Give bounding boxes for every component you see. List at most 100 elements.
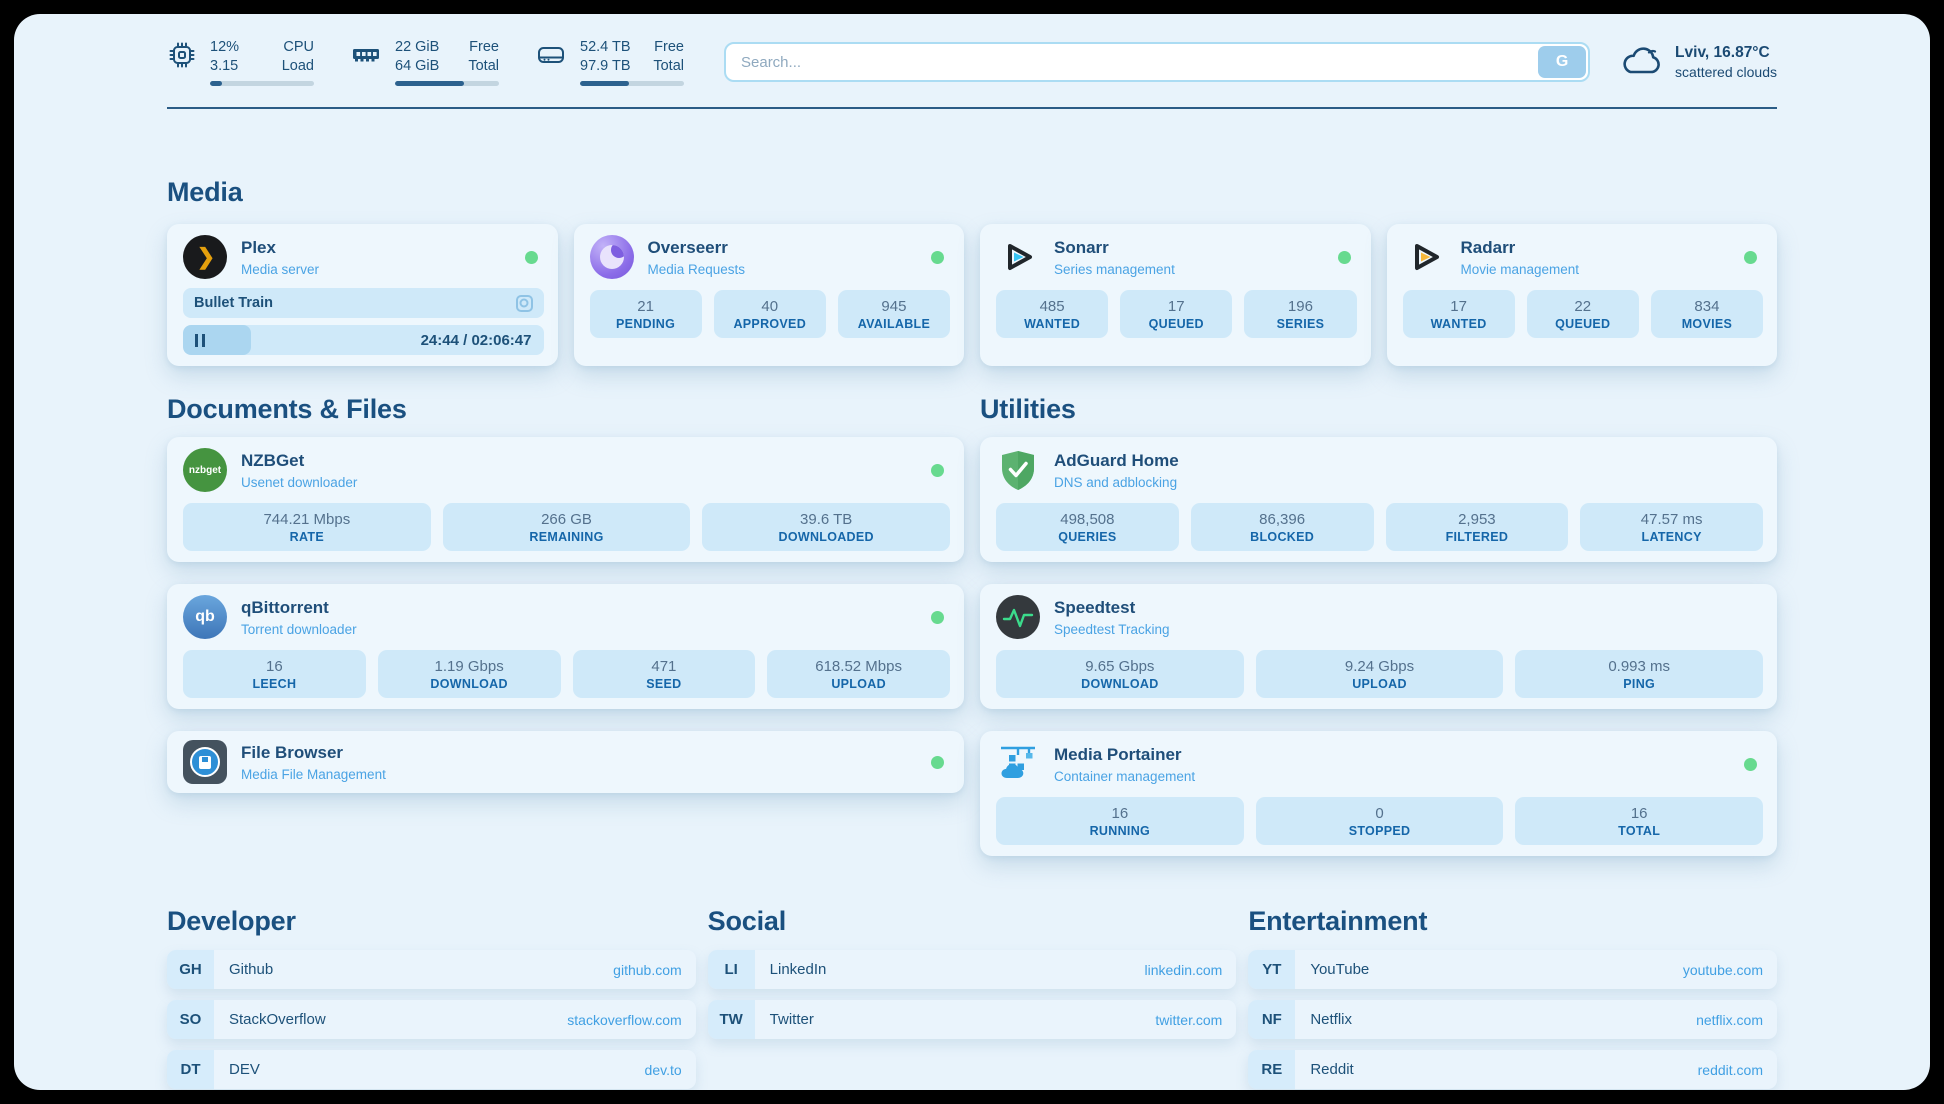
stat-queued: 22 QUEUED <box>1526 290 1639 338</box>
app-description: Media Requests <box>647 261 746 277</box>
status-dot <box>931 755 944 769</box>
section-media: Media ❯ Plex Media server Bullet Train <box>167 177 1777 366</box>
portainer-icon <box>996 742 1040 786</box>
search-engine-button[interactable]: G <box>1538 46 1587 78</box>
weather-location-temp: Lviv, 16.87°C <box>1675 44 1770 61</box>
app-card-sonarr[interactable]: Sonarr Series management 485 WANTED 17 QUE… <box>980 224 1371 366</box>
link-netflix[interactable]: NF Netflix netflix.com <box>1248 1000 1777 1039</box>
app-title: Speedtest <box>1054 597 1136 617</box>
ram-free: 22 GiB <box>395 39 440 55</box>
app-title: File Browser <box>241 742 344 762</box>
ram-total: 64 GiB <box>395 58 440 74</box>
system-stats: 12% CPU 3.15 Load 22 GiB Free 64 GiB Total <box>167 38 684 86</box>
disk-progress-bar <box>580 81 684 86</box>
stat-latency: 47.57 ms LATENCY <box>1580 503 1763 551</box>
link-twitter[interactable]: TW Twitter twitter.com <box>707 1000 1237 1039</box>
status-dot <box>931 610 944 624</box>
app-title: AdGuard Home <box>1054 450 1179 470</box>
app-description: Series management <box>1054 261 1175 277</box>
stat-available: 945 AVAILABLE <box>837 290 951 338</box>
stat-ping: 0.993 ms PING <box>1515 650 1764 698</box>
stat-remaining: 266 GB REMAINING <box>442 503 691 551</box>
stat-stopped: 0 STOPPED <box>1255 797 1504 845</box>
stat-leech: 16 LEECH <box>183 650 366 698</box>
section-title-documents: Documents & Files <box>167 394 407 424</box>
weather-widget: Lviv, 16.87°C scattered clouds <box>1620 43 1777 82</box>
link-reddit[interactable]: RE Reddit reddit.com <box>1248 1050 1777 1089</box>
header-divider <box>167 107 1777 109</box>
link-github[interactable]: GH Github github.com <box>167 950 696 989</box>
stat-pending: 21 PENDING <box>589 290 702 338</box>
app-description: Usenet downloader <box>241 474 358 490</box>
app-card-plex[interactable]: ❯ Plex Media server Bullet Train <box>167 224 558 366</box>
status-dot <box>1337 250 1351 264</box>
stat-running: 16 RUNNING <box>996 797 1244 845</box>
app-card-qbittorrent[interactable]: qb qBittorrent Torrent downloader 16 LEEC… <box>167 584 964 709</box>
radarr-icon <box>1403 235 1447 279</box>
app-card-speedtest[interactable]: Speedtest Speedtest Tracking 9.65 Gbps DO… <box>980 584 1777 709</box>
app-description: Media File Management <box>241 766 386 782</box>
app-card-filebrowser[interactable]: File Browser Media File Management <box>167 731 964 793</box>
status-dot <box>1744 757 1757 771</box>
search-input[interactable] <box>724 42 1591 82</box>
disk-label-2: Total <box>653 58 684 74</box>
app-title: Overseerr <box>647 237 728 257</box>
pause-icon[interactable] <box>195 333 205 347</box>
stat-series: 196 SERIES <box>1244 290 1357 338</box>
section-title-entertainment: Entertainment <box>1248 906 1428 936</box>
app-description: DNS and adblocking <box>1054 474 1178 490</box>
app-title: qBittorrent <box>241 597 329 617</box>
sonarr-icon <box>996 235 1040 279</box>
app-card-radarr[interactable]: Radarr Movie management 17 WANTED 22 QUEUE… <box>1386 224 1777 366</box>
stat-upload: 9.24 Gbps UPLOAD <box>1255 650 1504 698</box>
disk-icon <box>535 40 567 75</box>
stat-download: 1.19 Gbps DOWNLOAD <box>377 650 561 698</box>
app-description: Speedtest Tracking <box>1054 621 1170 637</box>
stat-rate: 744.21 Mbps RATE <box>183 503 431 551</box>
qbittorrent-icon: qb <box>183 595 227 639</box>
stat-downloaded: 39.6 TB DOWNLOADED <box>702 503 951 551</box>
app-description: Movie management <box>1460 261 1580 277</box>
stat-wanted: 485 WANTED <box>996 290 1109 338</box>
link-stackoverflow[interactable]: SO StackOverflow stackoverflow.com <box>167 1000 696 1039</box>
cloud-icon <box>1620 43 1662 82</box>
stat-upload: 618.52 Mbps UPLOAD <box>767 650 950 698</box>
cpu-load: 3.15 <box>210 58 239 74</box>
stat-filtered: 2,953 FILTERED <box>1385 503 1569 551</box>
section-developer: Developer GH Github github.com SO StackOver… <box>167 906 696 1089</box>
search-bar: G <box>724 42 1591 82</box>
app-card-portainer[interactable]: Media Portainer Container management 16 R… <box>980 731 1777 856</box>
playback-time: 24:44 / 02:06:47 <box>420 331 532 349</box>
section-documents: Documents & Files nzbget NZBGet Usenet d… <box>167 394 964 793</box>
status-dot <box>931 463 944 477</box>
stat-movies: 834 MOVIES <box>1650 290 1764 338</box>
cast-icon[interactable] <box>515 294 533 312</box>
status-dot <box>931 250 944 264</box>
link-linkedin[interactable]: LI LinkedIn linkedin.com <box>707 950 1237 989</box>
status-dot <box>1744 250 1757 264</box>
ram-label-2: Total <box>468 58 499 74</box>
cpu-stat: 12% CPU 3.15 Load <box>167 38 314 86</box>
app-title: Media Portainer <box>1054 744 1182 764</box>
filebrowser-icon <box>183 740 227 784</box>
app-card-overseerr[interactable]: Overseerr Media Requests 21 PENDING 40 APP… <box>573 224 964 366</box>
section-entertainment: Entertainment YT YouTube youtube.com NF Net… <box>1248 906 1777 1089</box>
app-description: Container management <box>1054 768 1196 784</box>
now-playing-row: Bullet Train <box>183 288 544 318</box>
section-title-utilities: Utilities <box>980 394 1076 424</box>
app-card-nzbget[interactable]: nzbget NZBGet Usenet downloader 744.21 M… <box>167 437 964 562</box>
memory-stat: 22 GiB Free 64 GiB Total <box>350 38 499 86</box>
weather-condition: scattered clouds <box>1675 64 1777 80</box>
link-youtube[interactable]: YT YouTube youtube.com <box>1248 950 1777 989</box>
app-card-adguard[interactable]: AdGuard Home DNS and adblocking 498,508 Q… <box>980 437 1777 562</box>
status-dot <box>524 250 538 264</box>
app-title: Radarr <box>1460 237 1516 257</box>
ram-progress-bar <box>395 81 499 86</box>
section-title-social: Social <box>707 906 787 936</box>
ram-icon <box>350 40 382 75</box>
playback-progress-bar[interactable]: 24:44 / 02:06:47 <box>183 325 544 355</box>
cpu-icon <box>167 40 197 75</box>
disk-free: 52.4 TB <box>580 39 631 55</box>
stat-approved: 40 APPROVED <box>713 290 826 338</box>
link-dev[interactable]: DT DEV dev.to <box>167 1050 696 1089</box>
